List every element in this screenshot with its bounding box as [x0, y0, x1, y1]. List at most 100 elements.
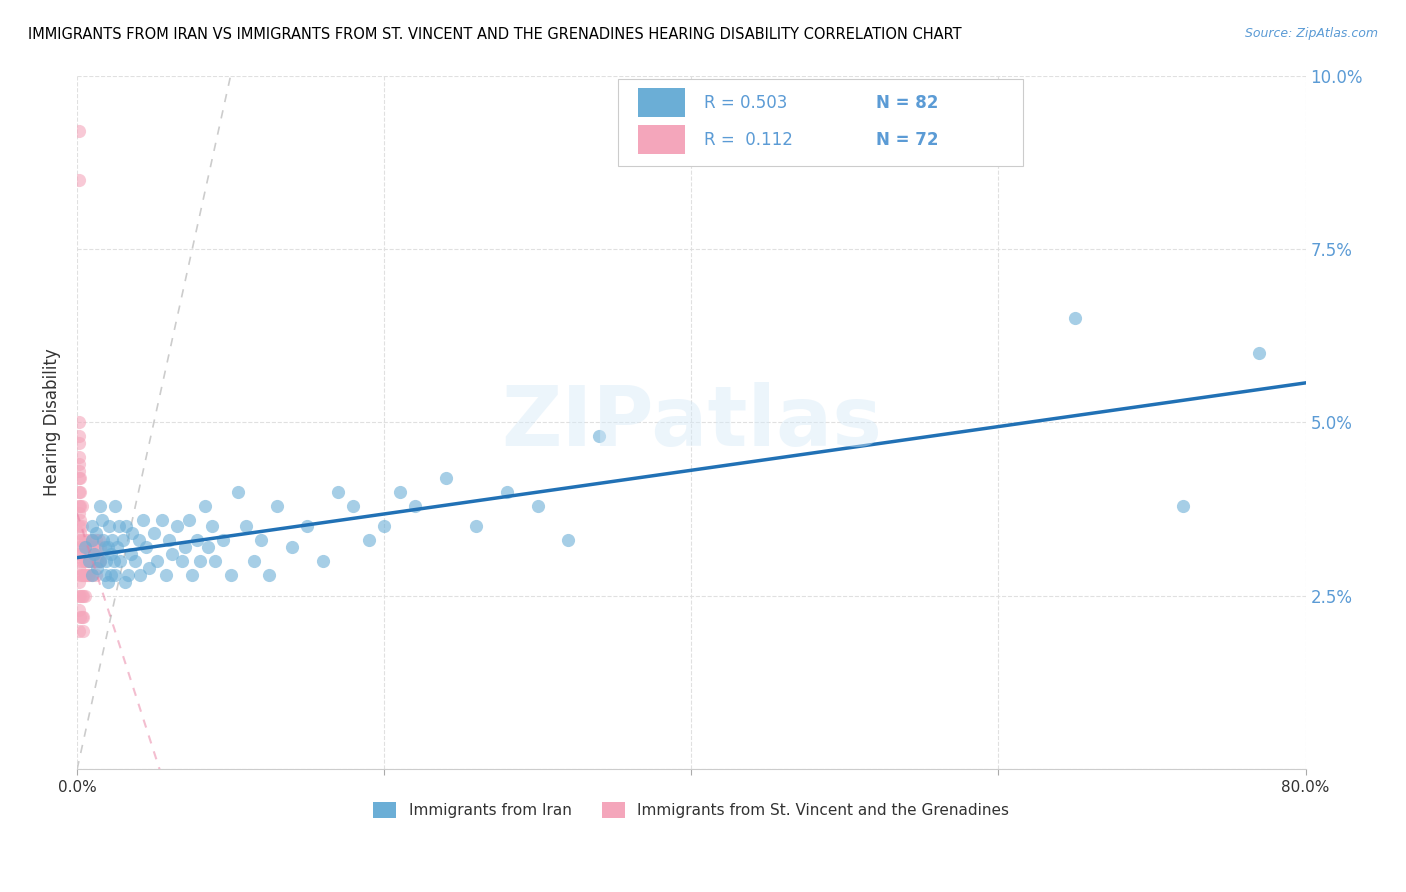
- Point: [89, 499, 111, 513]
- Point: [121, 526, 143, 541]
- Point: [135, 541, 157, 555]
- Point: [80, 554, 103, 568]
- Point: [72, 609, 94, 624]
- Y-axis label: Hearing Disability: Hearing Disability: [44, 349, 60, 496]
- Point: [69, 484, 91, 499]
- Point: [526, 499, 548, 513]
- Point: [235, 519, 257, 533]
- Point: [70, 547, 93, 561]
- Point: [465, 519, 488, 533]
- Point: [1171, 499, 1194, 513]
- Point: [82, 568, 104, 582]
- Point: [90, 512, 112, 526]
- Point: [67, 484, 90, 499]
- Point: [69, 554, 91, 568]
- Point: [114, 574, 136, 589]
- Point: [67, 547, 90, 561]
- Point: [73, 589, 96, 603]
- Point: [326, 484, 349, 499]
- Point: [67, 574, 90, 589]
- Point: [107, 519, 129, 533]
- Point: [84, 533, 107, 548]
- Point: [70, 499, 93, 513]
- Point: [70, 568, 93, 582]
- Point: [72, 589, 94, 603]
- Point: [89, 554, 111, 568]
- Point: [82, 568, 104, 582]
- Text: ZIPatlas: ZIPatlas: [501, 382, 882, 463]
- Point: [228, 484, 250, 499]
- Bar: [638, 87, 685, 117]
- Text: N = 82: N = 82: [876, 94, 938, 112]
- Point: [73, 554, 96, 568]
- Point: [150, 512, 173, 526]
- Point: [434, 471, 457, 485]
- Point: [93, 568, 115, 582]
- Point: [69, 499, 91, 513]
- FancyBboxPatch shape: [617, 79, 1024, 166]
- Point: [101, 533, 124, 548]
- Point: [67, 506, 90, 520]
- Point: [76, 568, 98, 582]
- Point: [105, 541, 128, 555]
- Point: [96, 554, 118, 568]
- Point: [250, 533, 273, 548]
- Point: [69, 609, 91, 624]
- Point: [89, 541, 111, 555]
- Point: [67, 124, 90, 138]
- Point: [70, 519, 93, 533]
- Point: [70, 589, 93, 603]
- Point: [179, 512, 201, 526]
- Point: [69, 589, 91, 603]
- Point: [79, 554, 101, 568]
- Point: [219, 568, 242, 582]
- Point: [82, 554, 104, 568]
- Point: [204, 554, 226, 568]
- Point: [124, 554, 146, 568]
- Point: [87, 533, 110, 548]
- Point: [186, 533, 208, 548]
- Point: [91, 533, 114, 548]
- Point: [97, 574, 120, 589]
- Point: [108, 554, 131, 568]
- Point: [97, 541, 120, 555]
- Point: [132, 512, 155, 526]
- Text: R = 0.503: R = 0.503: [703, 94, 787, 112]
- Point: [76, 554, 98, 568]
- Point: [138, 561, 160, 575]
- Point: [297, 519, 319, 533]
- Point: [404, 499, 426, 513]
- Point: [67, 624, 90, 638]
- Point: [162, 547, 184, 561]
- Point: [69, 568, 91, 582]
- Point: [67, 471, 90, 485]
- Point: [89, 554, 111, 568]
- Point: [67, 589, 90, 603]
- Point: [115, 519, 138, 533]
- Point: [75, 568, 97, 582]
- Point: [67, 457, 90, 471]
- Point: [73, 541, 96, 555]
- Point: [84, 554, 107, 568]
- Point: [173, 541, 195, 555]
- Point: [69, 471, 91, 485]
- Point: [193, 499, 215, 513]
- Point: [69, 541, 91, 555]
- Point: [79, 541, 101, 555]
- Point: [588, 429, 610, 443]
- Legend: Immigrants from Iran, Immigrants from St. Vincent and the Grenadines: Immigrants from Iran, Immigrants from St…: [367, 796, 1015, 824]
- Point: [146, 554, 169, 568]
- Text: IMMIGRANTS FROM IRAN VS IMMIGRANTS FROM ST. VINCENT AND THE GRENADINES HEARING D: IMMIGRANTS FROM IRAN VS IMMIGRANTS FROM …: [28, 27, 962, 42]
- Point: [67, 464, 90, 478]
- Point: [67, 533, 90, 548]
- Point: [67, 519, 90, 533]
- Point: [73, 568, 96, 582]
- Point: [181, 568, 204, 582]
- Point: [157, 533, 180, 548]
- Point: [117, 568, 139, 582]
- Point: [83, 554, 105, 568]
- Point: [100, 547, 122, 561]
- Point: [69, 512, 91, 526]
- Point: [100, 568, 122, 582]
- Point: [86, 554, 108, 568]
